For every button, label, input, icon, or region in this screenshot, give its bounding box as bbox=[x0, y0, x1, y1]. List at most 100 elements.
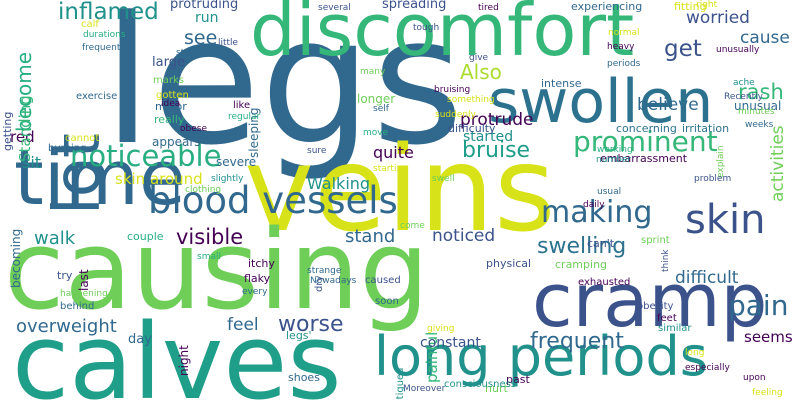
word-daily: daily bbox=[583, 200, 605, 210]
word-suddenly: suddenly bbox=[435, 110, 476, 120]
word-noticeable: noticeable bbox=[70, 139, 222, 173]
word-night: night bbox=[177, 345, 191, 376]
word-consciousness: consciousness bbox=[444, 379, 517, 390]
word-discomfort: discomfort bbox=[250, 0, 635, 72]
word-gotten: gotten bbox=[156, 90, 189, 101]
word-sprint: sprint bbox=[641, 235, 670, 246]
word-calves: calves bbox=[12, 301, 342, 400]
word-little: little bbox=[218, 38, 239, 48]
word-pain: pain bbox=[728, 289, 789, 322]
word-last: last bbox=[77, 269, 91, 291]
word-started: started bbox=[463, 129, 514, 145]
word-right: right bbox=[696, 0, 718, 10]
word-fitting: fitting bbox=[674, 0, 707, 13]
word-overweight: overweight bbox=[16, 316, 117, 337]
word-legs: legs bbox=[103, 0, 464, 184]
word-experiencing: experiencing bbox=[571, 0, 643, 13]
word-dry: dry bbox=[314, 275, 325, 292]
word-long-periods: long periods bbox=[374, 325, 708, 388]
word-intense: intense bbox=[541, 77, 582, 90]
word-swelling: swelling bbox=[537, 234, 627, 259]
word-appears: appears bbox=[152, 135, 201, 149]
word-self: self bbox=[373, 104, 389, 114]
word-noticed: noticed bbox=[432, 226, 496, 246]
word-couple: couple bbox=[127, 230, 164, 243]
word-rash: rash bbox=[738, 80, 784, 104]
word-can-t: can't bbox=[587, 237, 615, 250]
word-giving: giving bbox=[427, 324, 455, 334]
word-feeling: feeling bbox=[752, 388, 783, 398]
word-skin-around: skin around bbox=[115, 170, 203, 188]
word-give: give bbox=[469, 53, 489, 63]
word-prominent: prominent bbox=[573, 125, 718, 158]
word-explain: explain bbox=[716, 145, 726, 178]
word-also: Also bbox=[460, 60, 502, 84]
word-swell: swell bbox=[432, 174, 455, 184]
word-irritation: irritation bbox=[682, 122, 730, 135]
word-moreover: Moreover bbox=[403, 384, 446, 394]
word-walk: walk bbox=[34, 228, 76, 249]
word-really: really bbox=[154, 113, 185, 126]
word-past: past bbox=[506, 373, 530, 386]
word-worried: worried bbox=[686, 8, 750, 28]
word-exercise: exercise bbox=[76, 91, 118, 102]
word-move: move bbox=[363, 128, 389, 138]
word-weeks: weeks bbox=[745, 120, 774, 130]
word-skin: skin bbox=[685, 197, 766, 243]
word-similar: similar bbox=[658, 323, 692, 334]
word-bruising: bruising bbox=[434, 85, 471, 95]
word-clothing: clothing bbox=[185, 185, 222, 195]
word-usual: usual bbox=[597, 187, 622, 197]
word-many: many bbox=[360, 67, 386, 77]
word-something: something bbox=[447, 95, 495, 105]
word-every: every bbox=[242, 287, 268, 297]
word-legs: legs' bbox=[286, 329, 312, 342]
word-day: day bbox=[128, 332, 152, 347]
word-severe: severe bbox=[216, 155, 257, 169]
word-stand: stand bbox=[345, 226, 396, 247]
word-protruding: protruding bbox=[170, 0, 239, 12]
word-sit: sit bbox=[22, 153, 42, 172]
word-tired: tired bbox=[478, 3, 499, 13]
word-caused: caused bbox=[365, 275, 401, 286]
word-concerning: concerning bbox=[616, 122, 677, 135]
word-idea: idea bbox=[161, 99, 181, 109]
word-getting: getting bbox=[1, 111, 14, 152]
word-unusually: unusually bbox=[716, 45, 760, 55]
word-difficulty: difficulty bbox=[448, 122, 496, 135]
word-ache: ache bbox=[733, 78, 755, 88]
word-come: come bbox=[400, 221, 425, 231]
word-unusual: unusual bbox=[734, 99, 782, 113]
word-especially: especially bbox=[685, 363, 730, 373]
word-obese: obese bbox=[180, 124, 207, 134]
word-hurt: hurt bbox=[485, 382, 508, 395]
word-number: number bbox=[596, 155, 632, 165]
word-constant: constant bbox=[420, 335, 481, 351]
word-normal: normal bbox=[608, 28, 640, 38]
word-red: red bbox=[10, 128, 35, 146]
word-frequent: frequent bbox=[530, 329, 624, 354]
word-small: small bbox=[197, 252, 221, 262]
word-marks: marks bbox=[153, 75, 184, 86]
word-causing: causing bbox=[4, 206, 430, 334]
word-activities: activities bbox=[768, 125, 788, 202]
word-try: try bbox=[57, 269, 73, 282]
word-long: long bbox=[685, 348, 705, 358]
word-blood-vessels: blood vessels bbox=[148, 179, 398, 222]
word-quite: quite bbox=[373, 143, 414, 162]
word-longer: longer bbox=[357, 92, 396, 106]
word-visible: visible bbox=[176, 225, 244, 249]
word-think: think bbox=[661, 249, 671, 272]
word-several: several bbox=[318, 3, 351, 13]
word-worse: worse bbox=[278, 312, 344, 337]
word-slightly: slightly bbox=[211, 174, 244, 184]
word-seems: seems bbox=[744, 328, 793, 346]
word-run: run bbox=[195, 10, 219, 26]
word-difficult: difficult bbox=[675, 268, 739, 288]
word-calf: calf bbox=[81, 19, 99, 30]
word-soon: soon bbox=[375, 296, 399, 307]
word-swollen: swollen bbox=[488, 67, 714, 137]
word-recently: Recently bbox=[724, 92, 763, 102]
word-regular: regular bbox=[228, 112, 261, 122]
